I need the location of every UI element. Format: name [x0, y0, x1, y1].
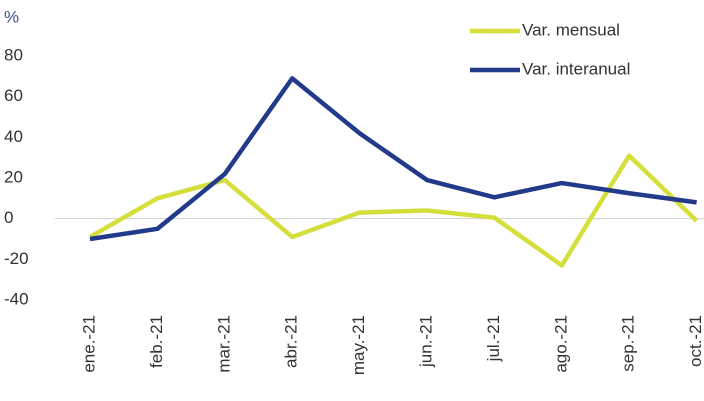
x-tick-label: mar.-21 [214, 315, 233, 373]
y-tick-label: -40 [4, 289, 29, 308]
x-tick-label: ene.-21 [79, 315, 98, 373]
legend-label: Var. interanual [522, 59, 630, 78]
y-tick-label: 80 [4, 45, 23, 64]
y-tick-label: -20 [4, 249, 29, 268]
y-unit-label: % [4, 7, 19, 26]
y-tick-label: 20 [4, 167, 23, 186]
y-tick-label: 0 [4, 208, 13, 227]
series-line [88, 153, 699, 268]
x-tick-label: oct.-21 [686, 315, 704, 367]
x-tick-label: may.-21 [349, 315, 368, 375]
x-tick-label: sep.-21 [619, 315, 638, 372]
y-tick-label: 40 [4, 127, 23, 146]
legend-label: Var. mensual [522, 20, 620, 39]
x-tick-label: jun.-21 [416, 315, 435, 368]
x-tick-label: feb.-21 [147, 315, 166, 368]
x-tick-label: abr.-21 [282, 315, 301, 368]
y-tick-label: 60 [4, 86, 23, 105]
x-tick-label: ago.-21 [551, 315, 570, 373]
x-tick-label: jul.-21 [484, 315, 503, 362]
series-line [89, 76, 697, 242]
